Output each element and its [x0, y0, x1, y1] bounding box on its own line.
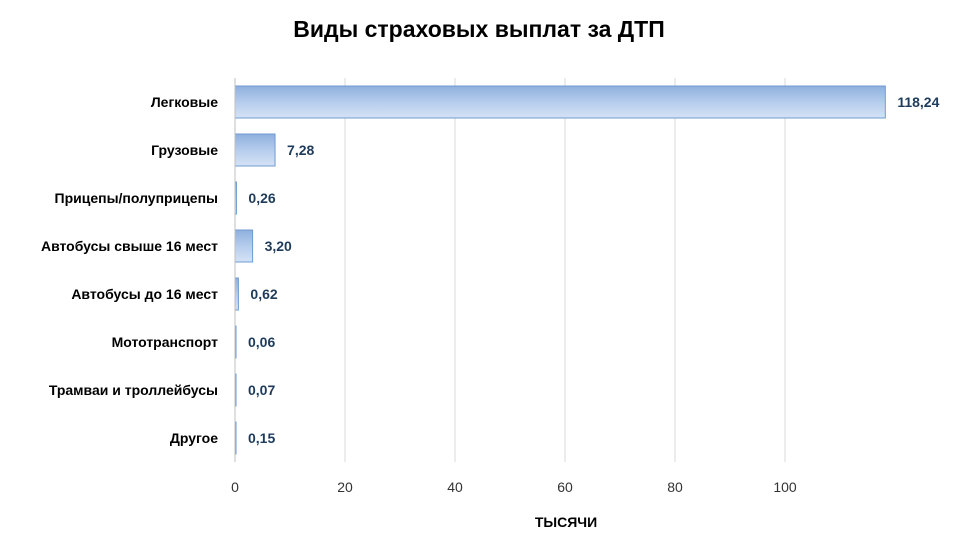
x-tick-label: 100 [773, 479, 797, 495]
category-label: Легковые [151, 94, 218, 110]
category-label: Мототранспорт [112, 334, 219, 350]
bar [234, 229, 254, 263]
value-label: 0,07 [248, 382, 275, 398]
value-labels: 118,24 7,28 0,26 3,20 0,62 0,06 0,07 0,15 [248, 94, 940, 446]
x-tick-label: 40 [447, 479, 463, 495]
x-tick-label: 0 [231, 479, 239, 495]
category-label: Автобусы до 16 мест [71, 286, 218, 302]
category-label: Автобусы свыше 16 мест [41, 238, 218, 254]
x-axis-ticks: 0 20 40 60 80 100 [231, 479, 797, 495]
value-label: 0,06 [248, 334, 275, 350]
grid-lines [344, 78, 786, 462]
value-label: 7,28 [287, 142, 314, 158]
x-tick-label: 60 [557, 479, 573, 495]
bar [234, 277, 239, 311]
bar [234, 133, 276, 167]
x-tick-label: 80 [667, 479, 683, 495]
value-label: 118,24 [897, 94, 939, 110]
category-label: Грузовые [151, 142, 218, 158]
bar [234, 85, 886, 119]
category-label: Прицепы/полуприцепы [55, 190, 219, 206]
value-label: 3,20 [265, 238, 292, 254]
value-label: 0,15 [248, 430, 275, 446]
category-label: Другое [170, 430, 218, 446]
value-label: 0,26 [248, 190, 275, 206]
bars [234, 85, 886, 455]
x-axis-title: ТЫСЯЧИ [535, 514, 597, 530]
x-tick-label: 20 [337, 479, 353, 495]
value-label: 0,62 [250, 286, 277, 302]
category-labels: Легковые Грузовые Прицепы/полуприцепы Автоб… [41, 94, 218, 446]
chart-title: Виды страховых выплат за ДТП [293, 16, 665, 42]
category-label: Трамваи и троллейбусы [49, 382, 218, 398]
